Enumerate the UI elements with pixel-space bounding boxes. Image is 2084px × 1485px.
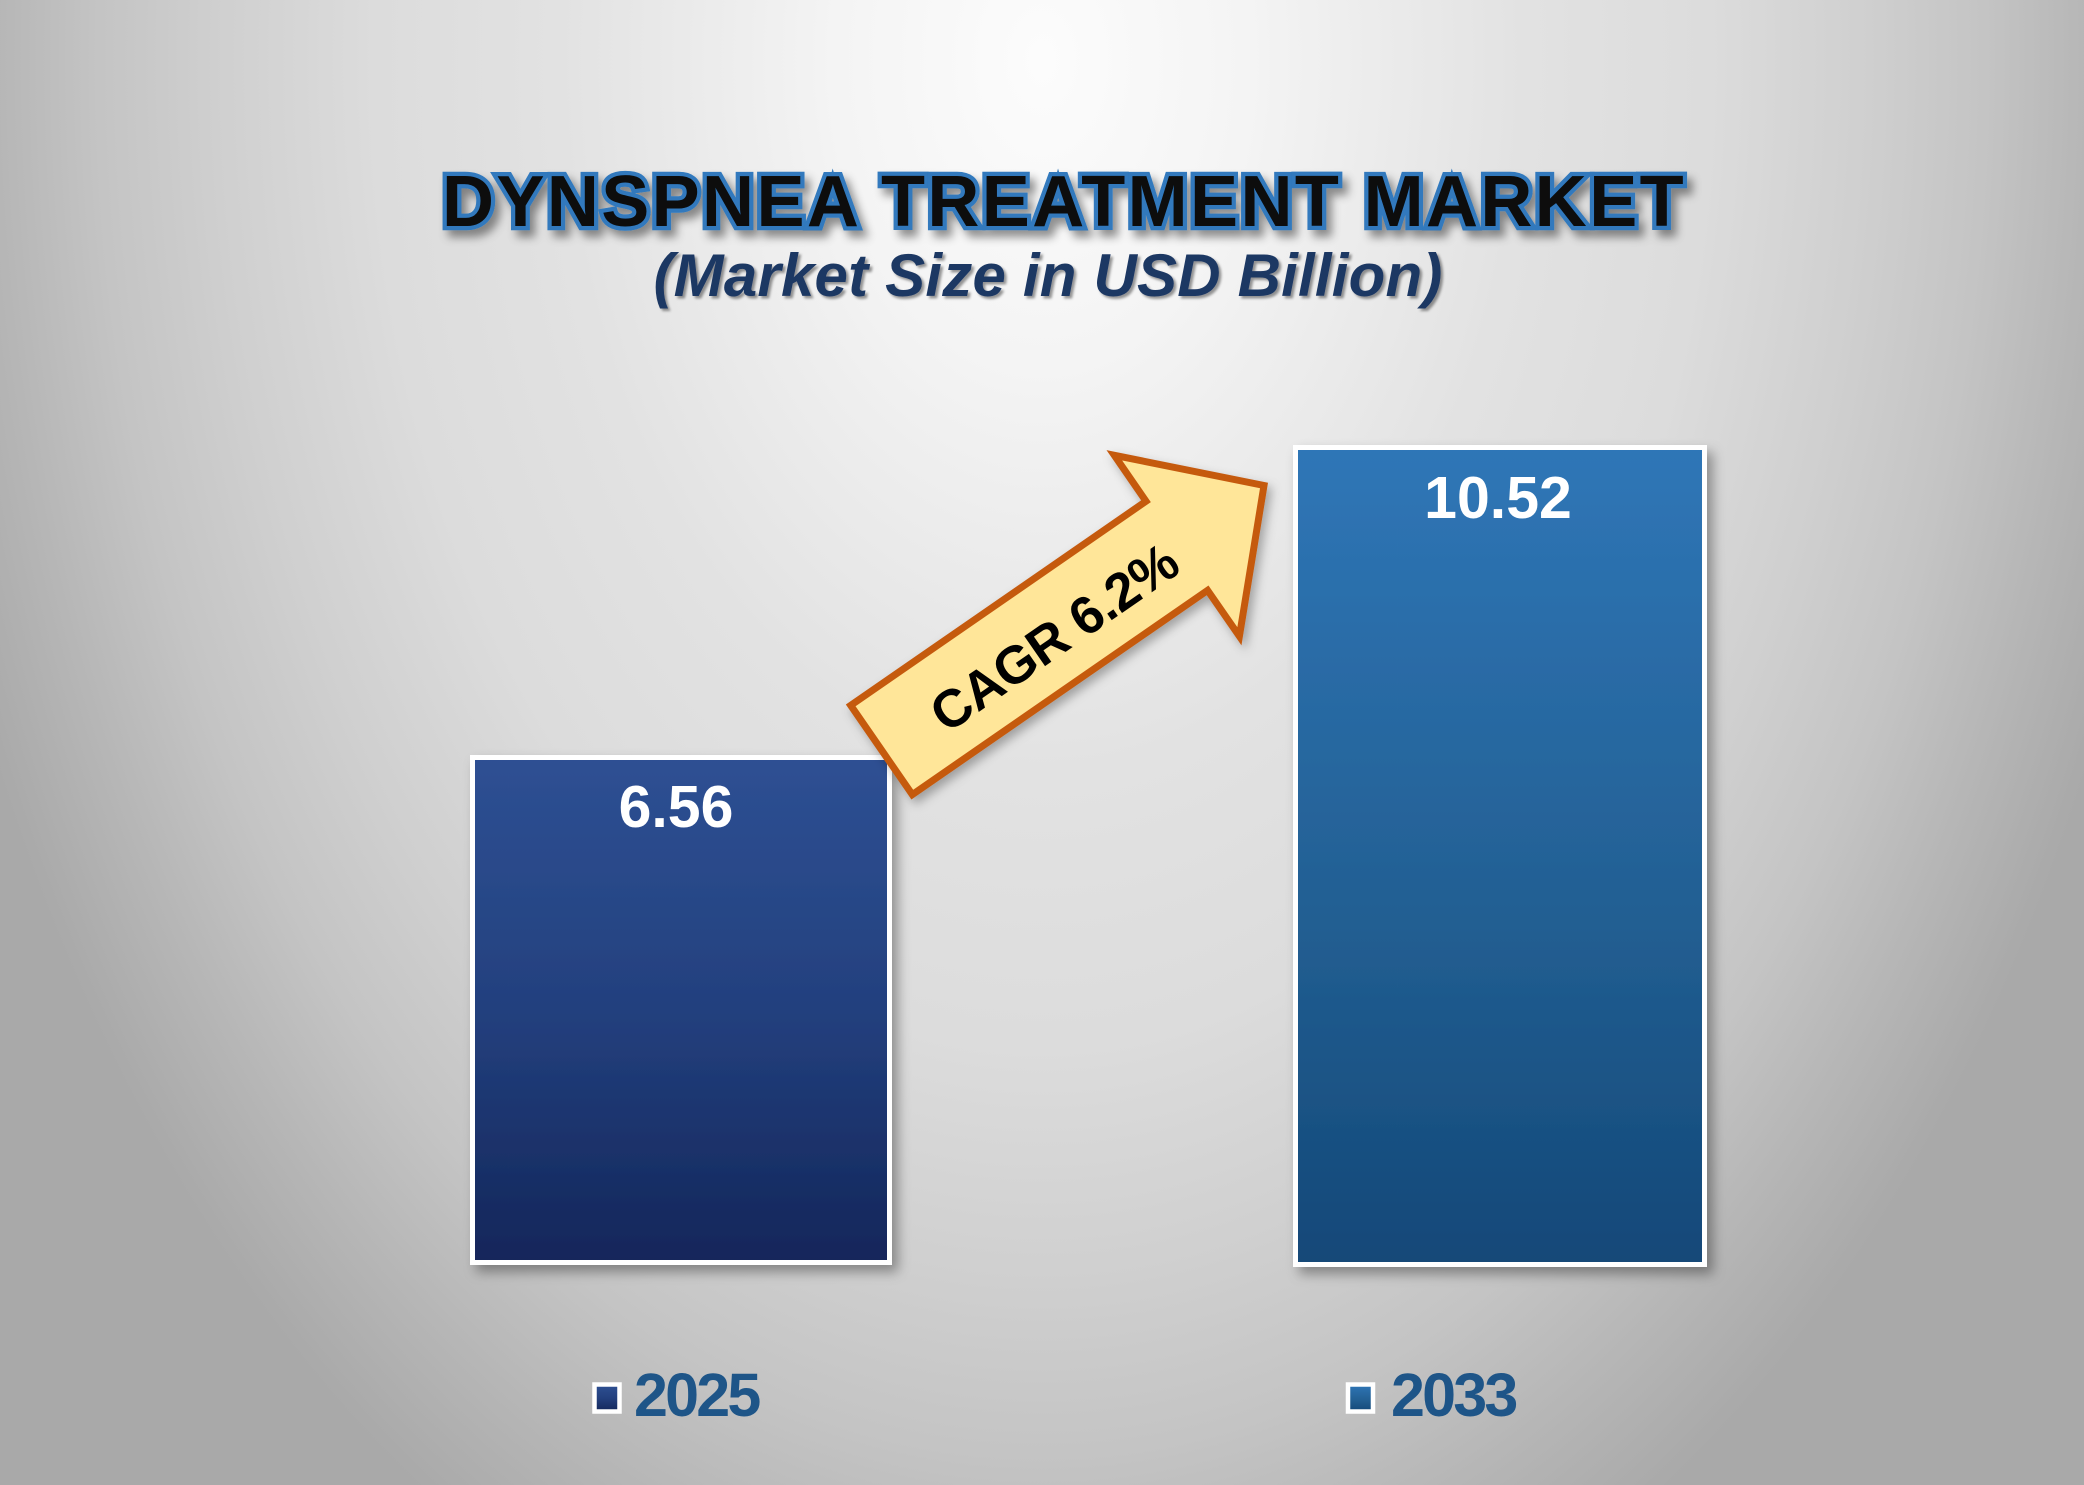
svg-text:(Market Size in USD Billion): (Market Size in USD Billion) <box>653 242 1442 309</box>
svg-text:10.52: 10.52 <box>1424 465 1572 531</box>
svg-text:DYNSPNEA TREATMENT MARKET: DYNSPNEA TREATMENT MARKET <box>442 162 1686 242</box>
svg-text:2025: 2025 <box>634 1361 760 1429</box>
svg-text:6.56: 6.56 <box>619 774 734 840</box>
svg-text:2033: 2033 <box>1391 1361 1516 1429</box>
